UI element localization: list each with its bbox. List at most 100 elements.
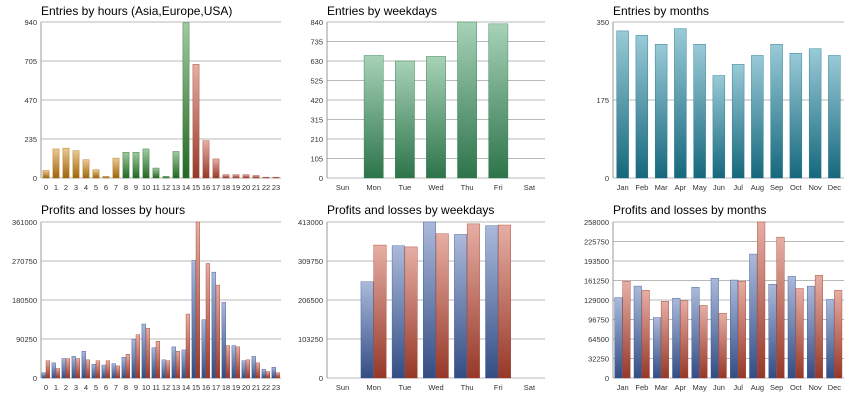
x-tick-label: 17 [212,183,220,192]
bar-series-1 [155,341,160,379]
y-tick-label: 0 [319,174,323,183]
y-tick-label: 525 [310,77,323,86]
bar-series-0 [261,369,266,379]
bar-series-1 [622,281,631,379]
y-tick-label: 0 [33,174,37,183]
x-tick-label: Feb [635,383,648,392]
bar [62,147,70,179]
bar-series-1 [737,281,746,379]
x-tick-label: 15 [192,183,200,192]
bar-series-0 [201,319,206,379]
x-tick-label: Jul [733,383,743,392]
bar [202,140,210,179]
y-tick-label: 210 [310,135,323,144]
x-tick-label: 11 [152,183,160,192]
bar [162,176,170,179]
x-tick-label: 13 [172,183,180,192]
bar-series-1 [680,300,689,379]
bar-series-1 [814,275,823,379]
y-tick-label: 309750 [298,257,323,266]
x-tick-label: Thu [461,183,474,192]
bar-series-0 [71,356,76,379]
bar-series-0 [633,285,642,379]
bar-series-1 [95,360,100,379]
bar-series-1 [205,263,210,379]
y-tick-label: 193500 [584,257,609,266]
x-tick-label: Apr [675,383,687,392]
bar-series-1 [275,372,280,379]
bar-series-0 [710,278,719,379]
bar-series-1 [55,368,60,379]
x-tick-label: Fri [494,183,503,192]
bar [426,56,446,179]
bar-series-1 [757,221,766,379]
x-tick-label: Dec [828,383,842,392]
bar-series-0 [360,281,374,379]
y-tick-label: 270750 [12,257,37,266]
bar-series-1 [466,223,480,379]
bar [693,44,706,179]
x-tick-label: Mar [655,383,668,392]
x-tick-label: 1 [54,383,58,392]
y-tick-label: 705 [24,57,37,66]
x-tick-label: Jul [733,183,743,192]
x-tick-label: Sat [524,183,536,192]
y-tick-label: 840 [310,18,323,27]
x-tick-label: Aug [751,383,764,392]
chart-title: Profits and losses by hours [41,203,185,217]
bar-series-1 [699,305,708,379]
x-tick-label: 5 [94,183,98,192]
x-tick-label: 4 [84,383,88,392]
x-tick-label: 3 [74,383,78,392]
y-tick-label: 235 [24,135,37,144]
x-tick-label: 8 [124,383,128,392]
bar-series-1 [235,346,240,379]
x-tick-label: 20 [242,183,250,192]
bar-series-1 [175,351,180,379]
x-tick-label: May [693,183,707,192]
y-tick-label: 64500 [588,335,609,344]
x-tick-label: Jan [617,383,629,392]
bar-series-1 [45,360,50,379]
bar-series-1 [65,358,70,379]
y-tick-label: 413000 [298,218,323,227]
y-tick-label: 0 [319,374,323,383]
bar-series-0 [826,299,835,379]
x-tick-label: Wed [428,383,443,392]
bar-series-0 [423,221,436,379]
bar [152,167,160,179]
chart-title: Entries by hours (Asia,Europe,USA) [41,4,232,18]
bar-series-0 [151,347,156,379]
bar-series-0 [251,356,256,379]
bar-series-0 [807,285,816,379]
y-tick-label: 350 [596,18,609,27]
bar [42,170,50,179]
x-tick-label: 15 [192,383,200,392]
bar-series-1 [245,359,250,379]
bar-series-0 [141,323,146,379]
bar-series-0 [161,359,166,379]
bar-series-0 [691,287,700,379]
y-tick-label: 258000 [584,218,609,227]
bar-series-0 [391,245,405,379]
x-tick-label: Mar [655,183,668,192]
y-tick-label: 96750 [588,316,609,325]
x-tick-label: 21 [252,183,260,192]
bar-series-1 [105,360,110,379]
bar [770,44,783,179]
chart-title: Entries by months [613,4,709,18]
x-tick-label: Tue [399,183,412,192]
x-tick-label: Sep [770,383,783,392]
x-tick-label: 17 [212,383,220,392]
x-tick-label: 10 [142,183,150,192]
x-tick-label: 7 [114,383,118,392]
x-tick-label: Sun [336,183,349,192]
x-tick-label: 6 [104,383,108,392]
bar-series-0 [614,297,623,379]
bar-series-1 [265,371,270,379]
bar [395,60,415,179]
x-tick-label: Oct [790,183,803,192]
bar-series-0 [241,360,246,379]
x-tick-label: Nov [808,383,822,392]
